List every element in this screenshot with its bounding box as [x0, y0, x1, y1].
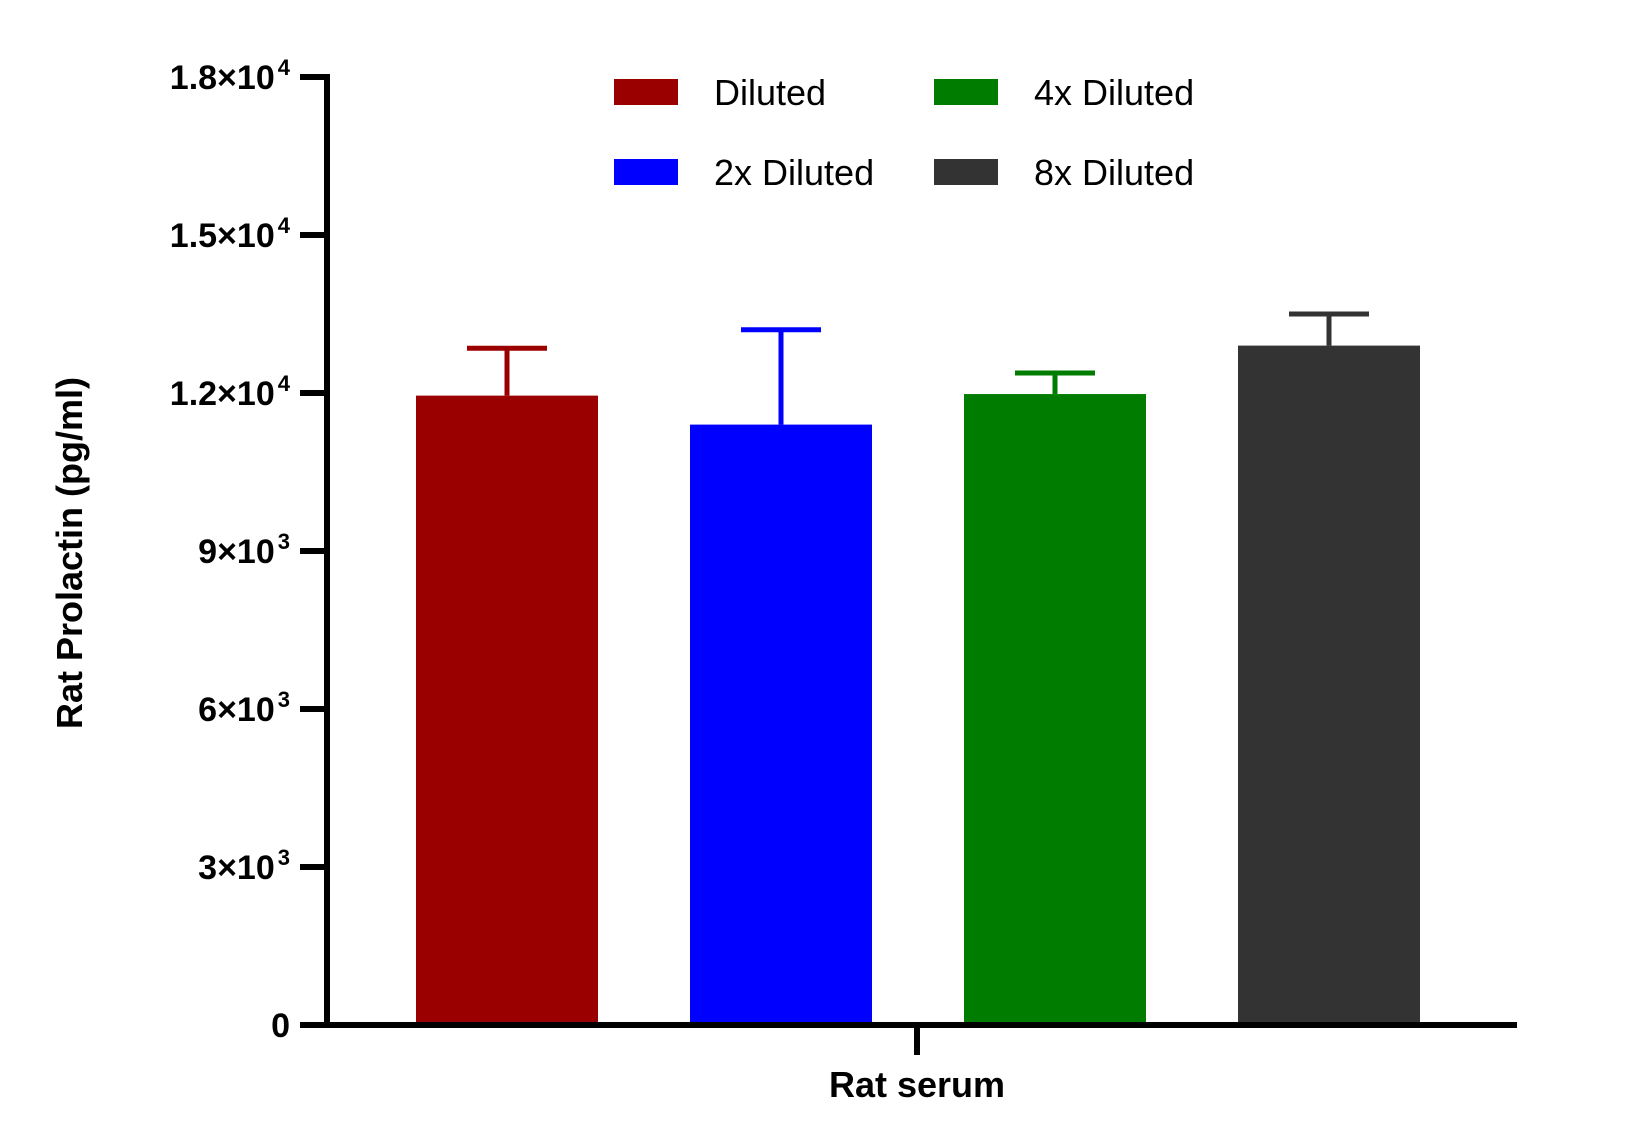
legend-label: 4x Diluted: [1034, 72, 1194, 113]
bars-group: [416, 345, 1420, 1026]
y-tick-mantissa: 6×10: [198, 691, 275, 729]
y-tick-mantissa: 0: [271, 1007, 290, 1045]
y-tick-label: 6×10 3: [198, 687, 290, 729]
y-tick-mantissa: 3×10: [198, 849, 275, 887]
bar-3: [964, 394, 1146, 1025]
y-tick-mantissa: 1.8×10: [170, 59, 275, 97]
legend-label: 8x Diluted: [1034, 152, 1194, 193]
x-axis-title: Rat serum: [829, 1064, 1005, 1105]
bar-4: [1238, 345, 1420, 1026]
y-tick-exponent: 3: [278, 845, 290, 870]
legend-swatch: [934, 79, 998, 105]
y-tick-exponent: 4: [278, 213, 291, 238]
y-tick-exponent: 4: [278, 55, 291, 80]
legend: Diluted 2x Diluted 4x Diluted 8x Diluted: [614, 72, 1194, 193]
legend-swatch: [614, 79, 678, 105]
y-tick-label: 1.5×10 4: [170, 213, 291, 255]
y-tick-label: 9×10 3: [198, 529, 290, 571]
y-tick-label: 0: [271, 1007, 290, 1045]
legend-swatch: [934, 159, 998, 185]
y-tick-mantissa: 1.5×10: [170, 217, 275, 255]
error-bars-group: [467, 311, 1369, 425]
y-tick-exponent: 3: [278, 687, 290, 712]
y-axis-title: Rat Prolactin (pg/ml): [49, 377, 90, 729]
legend-label: 2x Diluted: [714, 152, 874, 193]
y-tick-label: 1.8×10 4: [170, 55, 291, 97]
bar-2: [690, 424, 872, 1026]
legend-swatch: [614, 159, 678, 185]
y-tick-label: 3×10 3: [198, 845, 290, 887]
bar-1: [416, 395, 598, 1026]
y-tick-mantissa: 9×10: [198, 533, 275, 571]
y-tick-exponent: 3: [278, 529, 290, 554]
legend-label: Diluted: [714, 72, 826, 113]
y-tick-mantissa: 1.2×10: [170, 375, 275, 413]
y-tick-label: 1.2×10 4: [170, 371, 291, 413]
y-tick-exponent: 4: [278, 371, 291, 396]
y-ticks-group: 03×10 36×10 39×10 31.2×10 41.5×10 41.8×10 4: [170, 55, 327, 1045]
